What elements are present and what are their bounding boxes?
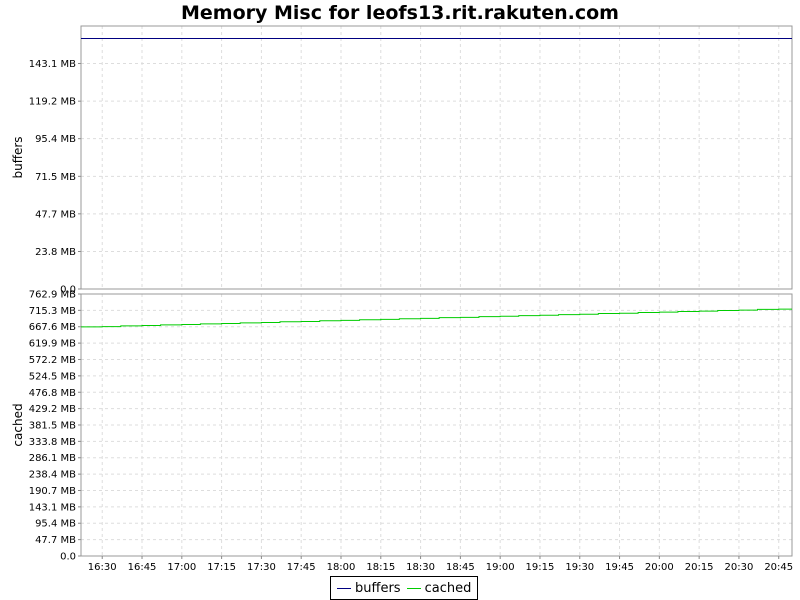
plot-frame-cached xyxy=(80,293,793,557)
x-tick-label-12: 19:30 xyxy=(565,562,594,573)
y-tick-label-buffers-0: 0.0 xyxy=(60,285,76,296)
y-tick-label-cached-12: 572.2 MB xyxy=(29,355,76,366)
x-tick-label-4: 17:30 xyxy=(247,562,276,573)
y-tick-label-cached-3: 143.1 MB xyxy=(29,502,76,513)
x-tick-label-14: 20:00 xyxy=(645,562,674,573)
x-tick-label-3: 17:15 xyxy=(207,562,236,573)
y-tick-label-cached-7: 333.8 MB xyxy=(29,437,76,448)
y-axis-label-cached: cached xyxy=(11,403,25,446)
legend-label-cached: cached xyxy=(424,580,472,596)
legend-item-buffers: buffers xyxy=(337,581,401,596)
x-tick-label-11: 19:15 xyxy=(526,562,555,573)
y-tick-label-cached-9: 429.2 MB xyxy=(29,404,76,415)
y-tick-label-cached-13: 619.9 MB xyxy=(29,339,76,350)
legend-swatch-cached xyxy=(406,587,421,589)
y-tick-label-cached-14: 667.6 MB xyxy=(29,322,76,333)
x-tick-label-8: 18:30 xyxy=(406,562,435,573)
x-tick-label-6: 18:00 xyxy=(327,562,356,573)
y-tick-label-cached-8: 381.5 MB xyxy=(29,420,76,431)
y-tick-label-cached-15: 715.3 MB xyxy=(29,306,76,317)
y-tick-label-cached-16: 762.9 MB xyxy=(29,290,76,301)
y-tick-label-cached-6: 286.1 MB xyxy=(29,453,76,464)
y-tick-label-cached-11: 524.5 MB xyxy=(29,371,76,382)
y-tick-label-buffers-3: 71.5 MB xyxy=(35,172,76,183)
x-tick-label-10: 19:00 xyxy=(486,562,515,573)
y-tick-label-buffers-1: 23.8 MB xyxy=(35,247,76,258)
y-tick-label-buffers-5: 119.2 MB xyxy=(29,97,76,108)
y-tick-label-buffers-6: 143.1 MB xyxy=(29,59,76,70)
y-tick-label-cached-1: 47.7 MB xyxy=(35,535,76,546)
y-tick-label-cached-5: 238.4 MB xyxy=(29,470,76,481)
series-line-cached xyxy=(81,308,792,328)
x-tick-label-16: 20:30 xyxy=(725,562,754,573)
x-tick-label-2: 17:00 xyxy=(167,562,196,573)
plot-background-buffers xyxy=(81,26,792,289)
x-tick-label-17: 20:45 xyxy=(764,562,793,573)
x-tick-label-5: 17:45 xyxy=(287,562,316,573)
y-tick-label-cached-2: 95.4 MB xyxy=(35,519,76,530)
y-tick-label-cached-10: 476.8 MB xyxy=(29,388,76,399)
y-tick-label-cached-4: 190.7 MB xyxy=(29,486,76,497)
legend: buffers cached xyxy=(330,576,479,600)
legend-item-cached: cached xyxy=(406,580,472,596)
plot-frame-buffers xyxy=(80,25,793,290)
legend-label-buffers: buffers xyxy=(355,580,401,596)
y-tick-label-buffers-4: 95.4 MB xyxy=(35,134,76,145)
legend-swatch-buffers xyxy=(337,587,351,589)
y-tick-label-cached-0: 0.0 xyxy=(60,552,76,563)
x-tick-label-1: 16:45 xyxy=(128,562,157,573)
x-tick-label-0: 16:30 xyxy=(88,562,117,573)
x-tick-label-7: 18:15 xyxy=(366,562,395,573)
chart-title: Memory Misc for leofs13.rit.rakuten.com xyxy=(181,2,619,24)
y-tick-label-buffers-2: 47.7 MB xyxy=(35,209,76,220)
x-tick-label-15: 20:15 xyxy=(685,562,714,573)
x-tick-label-9: 18:45 xyxy=(446,562,475,573)
x-tick-label-13: 19:45 xyxy=(605,562,634,573)
y-axis-label-buffers: buffers xyxy=(11,136,25,178)
